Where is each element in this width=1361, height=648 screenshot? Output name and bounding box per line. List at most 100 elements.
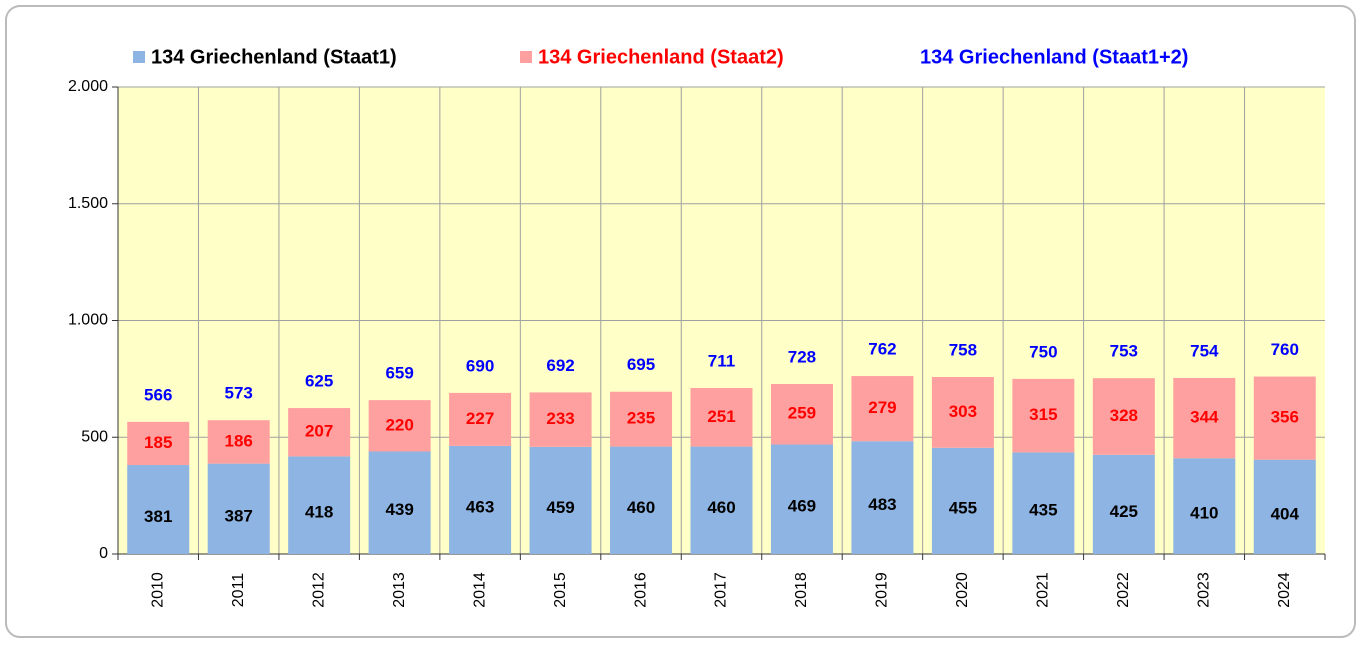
- value-label: 303: [949, 402, 977, 421]
- y-tick-label: 2.000: [68, 78, 108, 95]
- bar-segment: [851, 376, 914, 442]
- x-tick-label: 2016: [632, 572, 649, 608]
- bar-segment: [1092, 454, 1155, 554]
- x-tick-label: 2014: [471, 572, 488, 608]
- value-label: 185: [144, 433, 172, 452]
- value-label: 459: [546, 498, 574, 517]
- bar-segment: [207, 463, 270, 554]
- value-label: 425: [1110, 502, 1138, 521]
- value-label: 435: [1029, 501, 1057, 520]
- value-label: 279: [868, 398, 896, 417]
- x-tick-label: 2021: [1035, 572, 1052, 608]
- bar-segment: [127, 465, 190, 554]
- value-label: 483: [868, 495, 896, 514]
- value-label: 233: [546, 409, 574, 428]
- bar-segment: [690, 446, 753, 554]
- legend-label: 134 Griechenland (Staat1): [151, 46, 397, 68]
- x-tick-label: 2022: [1115, 572, 1132, 608]
- value-label: 387: [225, 506, 253, 525]
- x-tick-label: 2010: [149, 572, 166, 608]
- bar-segment: [288, 408, 351, 457]
- value-label: 418: [305, 503, 333, 522]
- x-tick-label: 2018: [793, 572, 810, 608]
- bar-segment: [931, 447, 994, 554]
- x-tick-label: 2019: [874, 572, 891, 608]
- value-label: 344: [1190, 408, 1219, 427]
- value-label: 207: [305, 422, 333, 441]
- bar-segment: [770, 444, 833, 554]
- bar-segment: [288, 456, 351, 554]
- value-label: 227: [466, 409, 494, 428]
- bar-segment: [529, 446, 592, 554]
- value-label: 463: [466, 497, 494, 516]
- x-tick-label: 2017: [713, 572, 730, 608]
- bar-segment: [690, 387, 753, 447]
- legend-marker: [520, 51, 532, 63]
- value-label: 460: [627, 498, 655, 517]
- total-label: 690: [466, 356, 494, 375]
- legend-label: 134 Griechenland (Staat1+2): [920, 46, 1188, 68]
- x-tick-label: 2015: [552, 572, 569, 608]
- bar-segment: [1173, 377, 1236, 459]
- bar-segment: [851, 441, 914, 554]
- total-label: 762: [868, 340, 896, 359]
- legend-marker: [133, 51, 145, 63]
- total-label: 754: [1190, 341, 1219, 360]
- total-label: 695: [627, 355, 655, 374]
- bar-segment: [1012, 378, 1075, 453]
- x-tick-label: 2023: [1196, 572, 1213, 608]
- x-tick-label: 2012: [310, 572, 327, 608]
- bar-segment: [1253, 459, 1316, 554]
- total-label: 659: [385, 364, 413, 383]
- value-label: 328: [1110, 406, 1138, 425]
- bar-segment: [1173, 458, 1236, 554]
- bar-segment: [449, 445, 512, 554]
- total-label: 573: [225, 384, 253, 403]
- bar-segment: [449, 392, 512, 446]
- value-label: 455: [949, 498, 977, 517]
- value-label: 469: [788, 497, 816, 516]
- value-label: 460: [707, 498, 735, 517]
- value-label: 186: [225, 431, 253, 450]
- total-label: 711: [708, 351, 735, 370]
- bar-segment: [529, 392, 592, 447]
- value-label: 439: [385, 500, 413, 519]
- total-label: 692: [546, 356, 574, 375]
- bar-segment: [127, 421, 190, 466]
- legend-label: 134 Griechenland (Staat2): [538, 46, 784, 68]
- total-label: 760: [1271, 340, 1299, 359]
- y-tick-label: 500: [81, 428, 108, 445]
- bar-segment: [610, 391, 673, 447]
- bar-segment: [610, 446, 673, 554]
- total-label: 566: [144, 385, 172, 404]
- y-tick-label: 1.500: [68, 195, 108, 212]
- value-label: 220: [385, 415, 413, 434]
- total-label: 625: [305, 372, 333, 391]
- value-label: 235: [627, 409, 655, 428]
- x-tick-label: 2024: [1276, 572, 1293, 608]
- x-tick-label: 2020: [954, 572, 971, 608]
- value-label: 410: [1190, 504, 1218, 523]
- total-label: 753: [1110, 342, 1138, 361]
- value-label: 404: [1271, 504, 1300, 523]
- value-label: 381: [144, 507, 172, 526]
- value-label: 356: [1271, 408, 1299, 427]
- value-label: 259: [788, 404, 816, 423]
- bar-segment: [770, 384, 833, 445]
- y-tick-label: 0: [99, 545, 108, 562]
- total-label: 758: [949, 340, 977, 359]
- bar-segment: [931, 377, 994, 448]
- bar-segment: [368, 400, 431, 452]
- y-tick-label: 1.000: [68, 312, 108, 329]
- value-label: 251: [707, 407, 735, 426]
- bar-segment: [207, 420, 270, 464]
- bar-segment: [1253, 376, 1316, 460]
- bar-segment: [1092, 378, 1155, 455]
- value-label: 315: [1029, 405, 1057, 424]
- x-tick-label: 2013: [391, 572, 408, 608]
- total-label: 728: [788, 347, 816, 366]
- total-label: 750: [1029, 342, 1057, 361]
- bar-segment: [1012, 452, 1075, 554]
- x-tick-label: 2011: [230, 573, 247, 608]
